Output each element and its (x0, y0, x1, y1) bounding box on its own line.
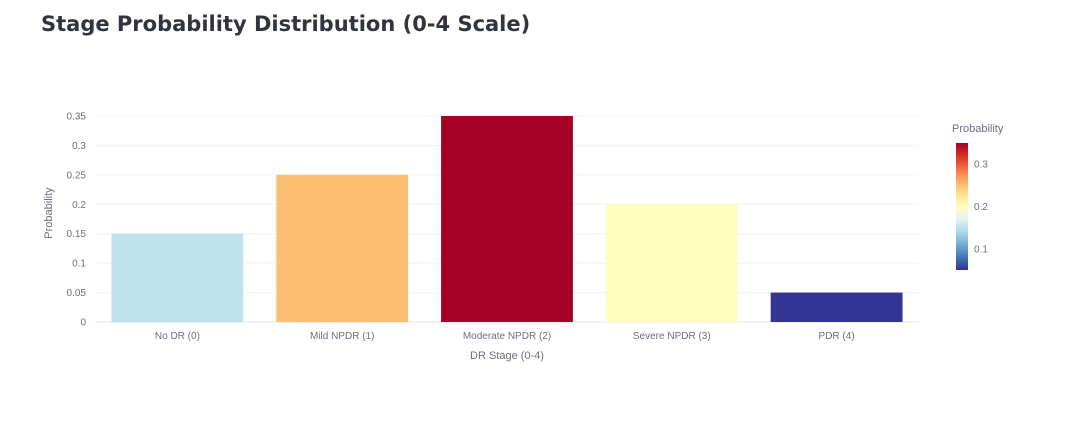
page-title: Stage Probability Distribution (0-4 Scal… (41, 12, 531, 36)
x-axis-title: DR Stage (0-4) (470, 350, 544, 362)
bar (111, 233, 244, 322)
colorbar-ticks: 0.1 0.2 0.3 (974, 160, 988, 256)
y-tick-label: 0.15 (67, 229, 87, 240)
x-tick-label: Moderate NPDR (2) (463, 331, 551, 342)
bar (605, 204, 738, 322)
colorbar-tick-label: 0.2 (974, 202, 988, 213)
bars (111, 116, 903, 322)
y-tick-label: 0 (80, 318, 86, 329)
y-tick-label: 0.05 (67, 288, 87, 299)
y-tick-label: 0.25 (67, 170, 87, 181)
colorbar-title: Probability (952, 123, 1004, 135)
y-tick-label: 0.35 (67, 112, 87, 123)
y-tick-label: 0.2 (72, 200, 86, 211)
y-axis-ticks: 0 0.05 0.1 0.15 0.2 0.25 0.3 0.35 (67, 112, 87, 329)
y-axis-title: Probability (43, 187, 55, 239)
bar (276, 174, 409, 322)
colorbar-tick-label: 0.1 (974, 244, 988, 255)
x-tick-label: PDR (4) (819, 331, 855, 342)
x-tick-label: Severe NPDR (3) (633, 331, 711, 342)
y-tick-label: 0.3 (72, 141, 86, 152)
x-tick-label: Mild NPDR (1) (310, 331, 374, 342)
colorbar-tick-label: 0.3 (974, 160, 988, 171)
colorbar (956, 143, 968, 270)
x-axis-ticks: No DR (0) Mild NPDR (1) Moderate NPDR (2) S… (155, 331, 855, 342)
bar (441, 116, 573, 322)
y-tick-label: 0.1 (72, 259, 86, 270)
x-tick-label: No DR (0) (155, 331, 200, 342)
bar (770, 292, 903, 322)
